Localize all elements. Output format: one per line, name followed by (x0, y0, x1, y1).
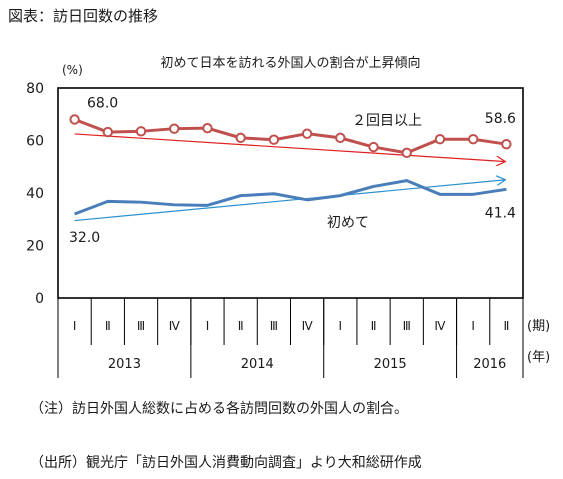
data-point (169, 123, 180, 134)
data-label: 68.0 (87, 96, 118, 112)
x-tick-label-quarter: Ⅲ (403, 319, 411, 333)
data-point (368, 141, 379, 153)
data-point (268, 134, 280, 145)
y-tick-label: 40 (26, 186, 44, 202)
data-point (69, 114, 80, 125)
chart-title: 初めて日本を訪れる外国人の割合が上昇傾向 (160, 55, 420, 71)
data-label: 58.6 (485, 111, 516, 127)
data-point (467, 133, 479, 145)
x-tick-label-quarter: Ⅱ (238, 319, 244, 333)
data-point (501, 138, 512, 150)
x-tick-label-quarter: Ⅱ (503, 319, 509, 333)
x-tick-label-quarter: Ⅲ (137, 319, 145, 333)
data-label: 41.4 (485, 205, 516, 221)
y-axis-label: (%) (62, 63, 83, 77)
y-tick-label: 80 (26, 81, 44, 97)
x-tick-label-year: 2015 (374, 357, 407, 372)
source-note: （出所）観光庁「訪日外国人消費動向調査」より大和総研作成 (30, 455, 422, 471)
x-tick-label-quarter: Ⅳ (434, 319, 445, 333)
series-label: ２回目以上 (352, 113, 422, 129)
data-point (102, 126, 114, 138)
y-tick-label: 20 (26, 239, 44, 255)
x-tick-label-quarter: Ⅲ (270, 319, 278, 333)
x-tick-label-quarter: Ⅰ (206, 319, 210, 333)
series-line (74, 179, 507, 216)
x-tick-label-quarter: Ⅱ (371, 319, 377, 333)
x-tick-label-year: 2016 (473, 357, 506, 372)
x-tick-label-year: 2013 (108, 357, 141, 372)
data-point (335, 132, 346, 144)
data-point (434, 133, 446, 145)
x-tick-label-quarter: Ⅳ (302, 319, 313, 333)
series-label: 初めて (327, 214, 369, 231)
y-tick-label: 0 (35, 291, 44, 307)
footnote: （注）訪日外国人総数に占める各訪問回数の外国人の割合。 (30, 401, 408, 417)
y-tick-label: 60 (26, 134, 44, 150)
data-point (301, 128, 313, 139)
data-point (202, 122, 213, 134)
x-tick-label-year: 2014 (241, 357, 274, 372)
x-tick-label-quarter: Ⅳ (169, 319, 180, 333)
series-line (74, 118, 507, 155)
x-tick-label-quarter: Ⅰ (471, 319, 475, 333)
x-axis-year-label: (年) (527, 350, 550, 365)
figure-title: 図表：訪日回数の推移 (8, 7, 159, 25)
x-tick-label-quarter: Ⅱ (105, 319, 111, 333)
x-tick-label-quarter: Ⅰ (339, 319, 343, 333)
data-point (401, 147, 412, 159)
data-point (235, 132, 246, 144)
trend-arrow (74, 180, 505, 222)
x-tick-label-quarter: Ⅰ (73, 319, 77, 333)
data-point (135, 126, 147, 137)
x-axis-period-label: (期) (527, 319, 550, 334)
data-label: 32.0 (69, 230, 100, 246)
trend-arrow (74, 133, 505, 162)
